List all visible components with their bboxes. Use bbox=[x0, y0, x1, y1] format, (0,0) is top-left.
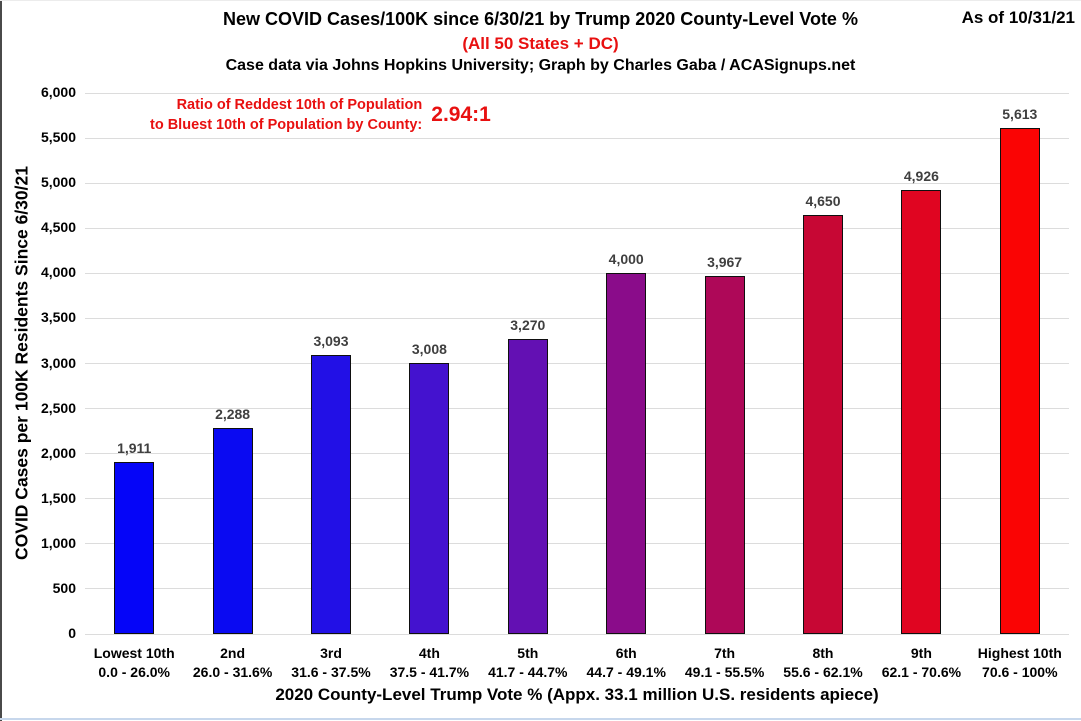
x-tick-range: 31.6 - 37.5% bbox=[291, 664, 371, 680]
x-tick-range: 49.1 - 55.5% bbox=[684, 664, 765, 680]
x-tick-range: 26.0 - 31.6% bbox=[192, 664, 273, 680]
y-gridline bbox=[85, 137, 1069, 139]
x-tick-range: 41.7 - 44.7% bbox=[488, 664, 568, 680]
y-gridline bbox=[85, 317, 1069, 319]
x-tick-range: 55.6 - 62.1% bbox=[783, 664, 863, 680]
bar bbox=[803, 214, 843, 634]
chart-title: New COVID Cases/100K since 6/30/21 by Tr… bbox=[223, 9, 858, 29]
y-tick-label: 5,500 bbox=[40, 129, 76, 146]
x-tick-category: 3rd bbox=[320, 645, 342, 661]
bar-value-label: 3,270 bbox=[510, 317, 546, 334]
y-tick-label: 4,000 bbox=[40, 264, 76, 281]
bar bbox=[212, 427, 253, 634]
x-axis-title: 2020 County-Level Trump Vote % (Appx. 33… bbox=[275, 685, 879, 704]
y-gridline bbox=[85, 182, 1069, 184]
bar-value-label: 4,650 bbox=[805, 192, 841, 209]
y-gridline bbox=[85, 543, 1069, 545]
bar bbox=[606, 273, 647, 634]
x-tick-category: Highest 10th bbox=[977, 645, 1062, 661]
x-tick-label: 5th 41.7 - 44.7% bbox=[471, 644, 585, 682]
x-tick-label: 3rd 31.6 - 37.5% bbox=[274, 644, 388, 682]
y-gridline bbox=[85, 272, 1069, 274]
x-tick-label: 8th 55.6 - 62.1% bbox=[766, 644, 880, 682]
x-tick-label: 2nd 26.0 - 31.6% bbox=[175, 644, 289, 682]
bar bbox=[507, 339, 548, 634]
y-tick-label: 1,500 bbox=[40, 489, 76, 506]
x-tick-range: 70.6 - 100% bbox=[982, 664, 1058, 680]
x-tick-category: 9th bbox=[910, 645, 932, 661]
x-tick-category: 8th bbox=[812, 645, 834, 661]
y-gridline bbox=[85, 633, 1069, 635]
y-gridline bbox=[85, 227, 1069, 229]
bar bbox=[999, 127, 1040, 634]
x-tick-category: 5th bbox=[517, 645, 539, 661]
ratio-annotation-line1: Ratio of Reddest 10th of Population bbox=[176, 97, 423, 113]
y-gridline bbox=[85, 92, 1069, 94]
y-tick-label: 2,500 bbox=[40, 399, 76, 416]
x-tick-category: 2nd bbox=[220, 645, 246, 661]
y-tick-label: 5,000 bbox=[40, 174, 76, 191]
x-tick-label: 4th 37.5 - 41.7% bbox=[372, 644, 486, 682]
bar-value-label: 1,911 bbox=[117, 439, 152, 456]
y-tick-label: 3,500 bbox=[40, 309, 76, 326]
bar-value-label: 4,000 bbox=[608, 251, 644, 268]
x-tick-category: 6th bbox=[615, 645, 637, 661]
x-tick-label: Lowest 10th 0.0 - 26.0% bbox=[77, 644, 191, 682]
y-tick-label: 1,000 bbox=[40, 534, 76, 551]
x-tick-label: Highest 10th 70.6 - 100% bbox=[963, 644, 1077, 682]
bar-value-label: 3,008 bbox=[411, 340, 447, 357]
y-gridline bbox=[85, 498, 1069, 500]
x-tick-label: 6th 44.7 - 49.1% bbox=[569, 644, 683, 682]
chart-credit-line: Case data via Johns Hopkins University; … bbox=[225, 56, 856, 74]
y-tick-label: 6,000 bbox=[40, 84, 76, 100]
chart-subtitle: (All 50 States + DC) bbox=[462, 33, 619, 53]
x-tick-label: 7th 49.1 - 55.5% bbox=[667, 644, 781, 682]
bar bbox=[114, 461, 155, 634]
bar-value-label: 5,613 bbox=[1002, 105, 1038, 122]
bar-value-label: 2,288 bbox=[215, 405, 251, 422]
as-of-date: As of 10/31/21 bbox=[961, 8, 1075, 27]
ratio-value: 2.94:1 bbox=[431, 103, 491, 126]
y-gridline bbox=[85, 453, 1069, 455]
ratio-annotation-line2: to Bluest 10th of Population by County: bbox=[150, 117, 423, 133]
x-tick-category: 7th bbox=[714, 645, 736, 661]
x-tick-range: 44.7 - 49.1% bbox=[586, 664, 666, 680]
y-tick-label: 500 bbox=[52, 579, 76, 596]
x-tick-label: 9th 62.1 - 70.6% bbox=[864, 644, 978, 682]
window-bottom-edge bbox=[0, 718, 1081, 720]
window-left-edge bbox=[0, 1, 2, 721]
x-tick-category: 4th bbox=[418, 645, 440, 661]
bar-value-label: 4,926 bbox=[903, 167, 939, 184]
bar-value-label: 3,967 bbox=[707, 254, 743, 271]
bar bbox=[704, 276, 745, 634]
x-tick-range: 37.5 - 41.7% bbox=[389, 664, 470, 680]
y-gridline bbox=[85, 588, 1069, 590]
x-tick-range: 0.0 - 26.0% bbox=[98, 664, 170, 680]
bar bbox=[409, 362, 450, 634]
ratio-annotation-text: Ratio of Reddest 10th of Population to B… bbox=[150, 95, 422, 135]
y-gridline bbox=[85, 408, 1069, 410]
y-tick-label: 0 bbox=[68, 625, 76, 641]
x-tick-category: Lowest 10th bbox=[93, 645, 175, 661]
x-tick-range: 62.1 - 70.6% bbox=[881, 664, 962, 680]
bar bbox=[901, 189, 942, 634]
bar bbox=[311, 355, 351, 634]
chart-header: New COVID Cases/100K since 6/30/21 by Tr… bbox=[40, 8, 1041, 76]
y-tick-label: 4,500 bbox=[40, 219, 76, 236]
y-tick-label: 3,000 bbox=[40, 354, 76, 371]
y-tick-label: 2,000 bbox=[40, 444, 76, 461]
y-gridline bbox=[85, 363, 1069, 364]
bar-value-label: 3,093 bbox=[313, 333, 349, 350]
ratio-annotation: Ratio of Reddest 10th of Population to B… bbox=[150, 95, 491, 135]
